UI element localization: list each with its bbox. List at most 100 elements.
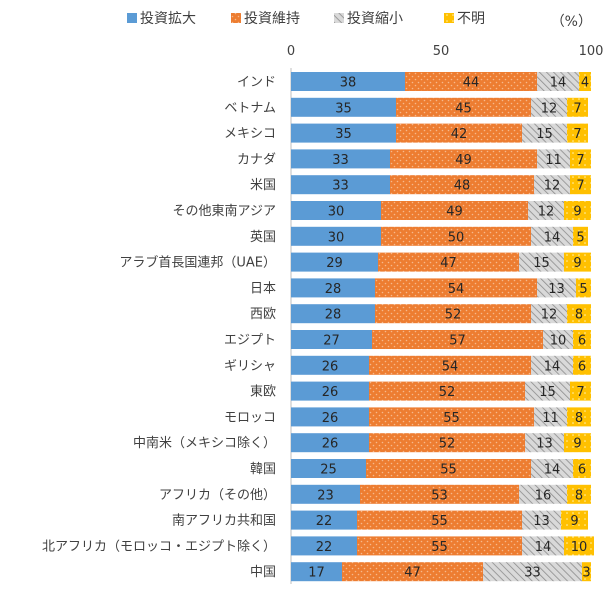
data-label: 55 bbox=[431, 540, 448, 555]
bar-segment bbox=[564, 433, 591, 453]
category-label: その他東南アジア bbox=[173, 203, 276, 219]
category-label: メキシコ bbox=[224, 127, 276, 142]
data-label: 9 bbox=[573, 437, 581, 452]
bar-segment bbox=[291, 407, 369, 427]
bar-segment bbox=[567, 123, 588, 143]
data-label: 27 bbox=[323, 334, 340, 349]
bar-segment bbox=[570, 175, 591, 195]
data-label: 53 bbox=[431, 488, 448, 503]
bar-segment bbox=[291, 459, 366, 478]
data-label: 13 bbox=[533, 514, 550, 529]
data-label: 16 bbox=[535, 488, 552, 503]
bar-segment bbox=[396, 123, 522, 143]
category-label: アラブ首長国連邦（UAE） bbox=[119, 255, 276, 271]
data-label: 5 bbox=[579, 282, 587, 297]
data-label: 12 bbox=[544, 179, 561, 194]
data-label: 3 bbox=[582, 566, 590, 581]
data-label: 7 bbox=[573, 101, 581, 116]
data-label: 13 bbox=[536, 437, 553, 452]
bar-segment bbox=[483, 562, 582, 582]
category-label: 北アフリカ（モロッコ・エジプト除く） bbox=[42, 539, 276, 554]
bar-segment bbox=[291, 355, 369, 375]
data-label: 26 bbox=[322, 411, 339, 426]
bar-segment bbox=[570, 149, 591, 169]
bar-segment bbox=[567, 407, 591, 427]
bar-segment bbox=[369, 355, 531, 375]
data-label: 55 bbox=[440, 463, 457, 478]
bar-segment bbox=[291, 149, 390, 169]
bar-segment bbox=[531, 459, 573, 478]
data-label: 35 bbox=[335, 101, 352, 116]
bar-segment bbox=[531, 355, 573, 375]
bar-segment bbox=[564, 536, 594, 556]
bar-segment bbox=[534, 407, 567, 427]
data-label: 9 bbox=[573, 256, 581, 271]
data-label: 47 bbox=[404, 566, 421, 581]
bar-segment bbox=[522, 123, 567, 143]
bar-segment bbox=[519, 484, 567, 504]
data-label: 45 bbox=[455, 101, 472, 116]
data-label: 6 bbox=[578, 463, 586, 478]
data-label: 7 bbox=[573, 127, 581, 142]
bar-segment bbox=[582, 562, 591, 582]
bar-segment bbox=[564, 201, 591, 220]
bar-segment bbox=[579, 72, 591, 91]
data-label: 49 bbox=[455, 153, 472, 168]
bar-segment bbox=[567, 484, 591, 504]
data-label: 14 bbox=[535, 540, 552, 555]
bar-segment bbox=[369, 407, 534, 427]
data-label: 8 bbox=[575, 411, 583, 426]
category-label: モロッコ bbox=[224, 410, 276, 425]
category-label: ベトナム bbox=[224, 101, 276, 116]
category-label: エジプト bbox=[224, 333, 276, 348]
data-label: 33 bbox=[332, 153, 349, 168]
data-label: 26 bbox=[322, 437, 339, 452]
bar-segment bbox=[291, 175, 390, 195]
bar-segment bbox=[291, 484, 360, 504]
data-label: 42 bbox=[451, 127, 468, 142]
legend-label: 不明 bbox=[457, 11, 485, 27]
data-label: 29 bbox=[326, 256, 343, 271]
data-label: 22 bbox=[316, 540, 333, 555]
bar-segment bbox=[342, 562, 483, 582]
legend-label: 投資縮小 bbox=[347, 11, 403, 27]
category-label: アフリカ（その他） bbox=[159, 488, 276, 503]
bar-segment bbox=[375, 304, 531, 324]
data-label: 13 bbox=[548, 282, 565, 297]
data-label: 49 bbox=[446, 205, 463, 220]
data-label: 7 bbox=[576, 179, 584, 194]
data-label: 57 bbox=[449, 334, 466, 349]
bar-segment bbox=[573, 330, 591, 349]
data-label: 7 bbox=[576, 385, 584, 400]
bar-segment bbox=[291, 201, 381, 220]
legend-swatch bbox=[334, 13, 344, 23]
bar-segment bbox=[357, 536, 522, 556]
data-label: 44 bbox=[463, 76, 480, 91]
data-label: 10 bbox=[571, 540, 588, 555]
data-label: 22 bbox=[316, 514, 333, 529]
bar-segment bbox=[537, 72, 579, 91]
bar-segment bbox=[561, 510, 588, 530]
data-label: 26 bbox=[322, 359, 339, 374]
bar-segment bbox=[378, 252, 519, 272]
data-label: 52 bbox=[439, 437, 456, 452]
bar-segment bbox=[291, 562, 342, 582]
data-label: 48 bbox=[454, 179, 471, 194]
bar-segment bbox=[291, 123, 396, 143]
bar-segment bbox=[543, 330, 573, 349]
data-label: 11 bbox=[542, 411, 559, 426]
bar-segment bbox=[291, 433, 369, 453]
data-label: 55 bbox=[431, 514, 448, 529]
data-label: 9 bbox=[573, 205, 581, 220]
bar-segment bbox=[291, 381, 369, 401]
bar-segment bbox=[390, 149, 537, 169]
category-label: ギリシャ bbox=[224, 359, 276, 374]
data-label: 15 bbox=[536, 127, 553, 142]
bar-segment bbox=[291, 536, 357, 556]
data-label: 14 bbox=[544, 359, 561, 374]
data-label: 52 bbox=[445, 308, 462, 323]
data-label: 17 bbox=[308, 566, 325, 581]
data-label: 38 bbox=[340, 76, 357, 91]
legend-label: 投資維持 bbox=[244, 11, 300, 27]
bar-segment bbox=[381, 226, 531, 246]
